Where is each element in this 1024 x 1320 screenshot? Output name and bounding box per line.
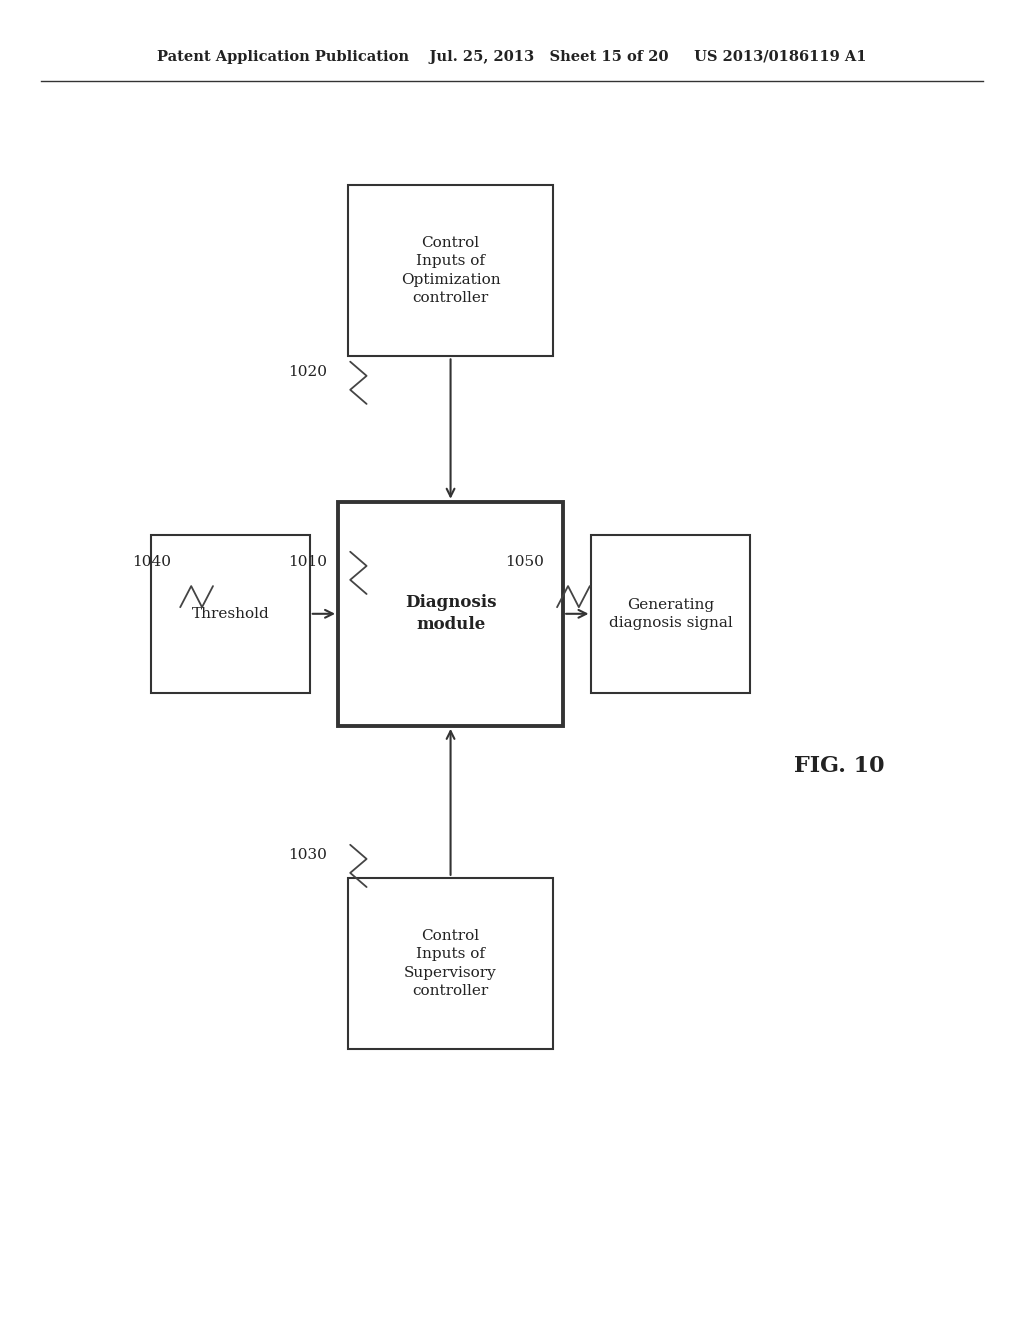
Text: Control
Inputs of
Supervisory
controller: Control Inputs of Supervisory controller [404,929,497,998]
Text: Generating
diagnosis signal: Generating diagnosis signal [609,598,732,630]
Text: 1050: 1050 [505,556,544,569]
Text: Diagnosis
module: Diagnosis module [404,594,497,634]
Text: FIG. 10: FIG. 10 [795,755,885,776]
Text: 1030: 1030 [288,849,327,862]
FancyBboxPatch shape [348,185,553,356]
Text: 1010: 1010 [288,556,327,569]
FancyBboxPatch shape [592,535,750,693]
Text: Control
Inputs of
Optimization
controller: Control Inputs of Optimization controlle… [400,236,501,305]
FancyBboxPatch shape [152,535,309,693]
Text: 1040: 1040 [132,556,171,569]
Text: 1020: 1020 [288,366,327,379]
FancyBboxPatch shape [348,878,553,1049]
Text: Threshold: Threshold [191,607,269,620]
Text: Patent Application Publication    Jul. 25, 2013   Sheet 15 of 20     US 2013/018: Patent Application Publication Jul. 25, … [158,50,866,63]
FancyBboxPatch shape [338,502,563,726]
